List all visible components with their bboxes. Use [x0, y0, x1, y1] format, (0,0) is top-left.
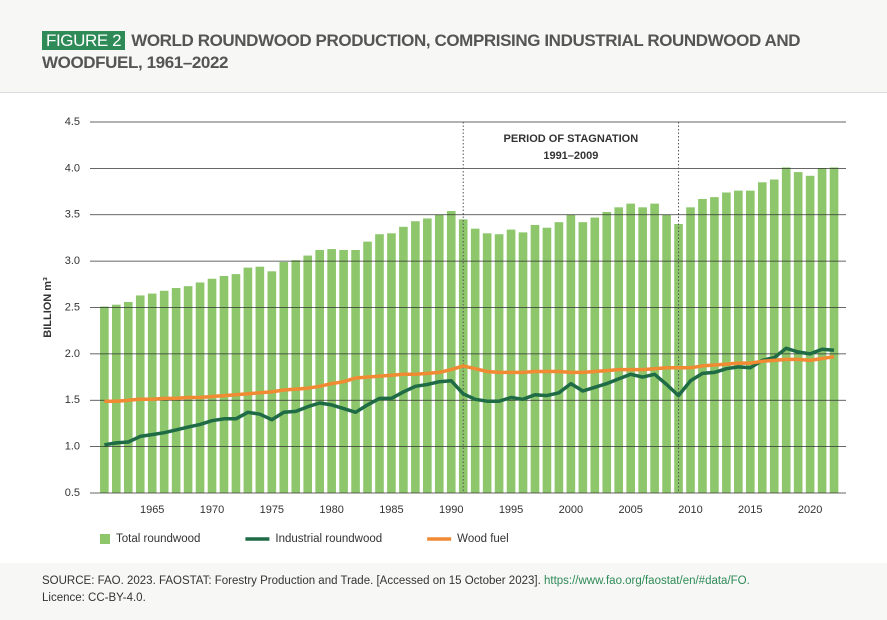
bar	[195, 282, 205, 493]
bar	[112, 304, 121, 493]
bar	[375, 234, 384, 494]
y-tick-label: 3.0	[65, 255, 80, 267]
bar	[399, 226, 408, 493]
bar	[530, 224, 540, 493]
source-link[interactable]: https://www.fao.org/faostat/en/#data/FO.	[543, 575, 750, 587]
chart-title: WORLD ROUNDWOOD PRODUCTION, COMPRISING I…	[42, 31, 801, 72]
x-tick-label: 1980	[319, 504, 343, 516]
bar	[602, 211, 612, 493]
bar	[710, 197, 719, 493]
bar	[745, 190, 755, 493]
bar	[267, 271, 277, 493]
bar	[781, 167, 791, 493]
bar	[698, 198, 707, 494]
bar	[554, 222, 564, 494]
bar	[674, 224, 683, 493]
header: FIGURE 2 WORLD ROUNDWOOD PRODUCTION, COMP…	[42, 30, 862, 74]
bar	[171, 288, 181, 493]
legend-swatch	[100, 534, 110, 544]
bar	[793, 172, 803, 493]
x-tick-label: 2005	[618, 504, 642, 516]
bar	[243, 267, 253, 493]
bar	[100, 306, 109, 493]
bar	[626, 203, 635, 493]
licence: Licence: CC-BY-4.0.	[42, 592, 146, 604]
bar	[327, 249, 336, 493]
y-axis-label: BILLION m³	[42, 277, 54, 338]
bar	[805, 175, 815, 494]
figure-badge: FIGURE 2	[42, 31, 126, 50]
line	[104, 354, 835, 403]
x-tick-label: 2020	[798, 504, 822, 516]
bar	[351, 249, 360, 493]
bar	[123, 301, 133, 493]
bar	[363, 241, 372, 493]
bar	[757, 182, 767, 493]
bar	[135, 295, 145, 493]
x-tick-label: 1990	[439, 504, 463, 516]
y-tick-label: 2.0	[65, 348, 80, 360]
x-tick-label: 2010	[678, 504, 702, 516]
bar	[722, 192, 731, 494]
bar	[542, 227, 552, 494]
x-tick-label: 1970	[200, 504, 224, 516]
legend-label: Wood fuel	[457, 533, 509, 545]
bar	[506, 229, 516, 493]
y-tick-label: 0.5	[65, 487, 80, 499]
bar	[470, 228, 480, 493]
annotation-label: 1991–2009	[543, 150, 598, 162]
x-tick-label: 2000	[559, 504, 583, 516]
annotation-text: PERIOD OF STAGNATION	[504, 133, 639, 145]
y-tick-label: 3.5	[65, 209, 80, 221]
bar	[686, 207, 695, 493]
y-tick-label: 1.5	[65, 394, 80, 406]
y-tick-label: 2.5	[65, 301, 80, 313]
legend-label: Total roundwood	[116, 533, 200, 545]
bar	[279, 262, 289, 493]
bar	[482, 233, 492, 494]
line	[104, 346, 835, 447]
bar	[829, 167, 839, 493]
bar	[817, 168, 827, 493]
bar	[207, 278, 217, 493]
bar	[638, 207, 647, 493]
y-tick-label: 1.0	[65, 441, 80, 453]
source-text: SOURCE: FAO. 2023. FAOSTAT: Forestry Pro…	[42, 575, 541, 587]
y-tick-label: 4.0	[65, 162, 80, 174]
bar	[446, 211, 456, 494]
bar	[159, 290, 169, 493]
bar	[183, 286, 193, 493]
bar	[315, 249, 324, 493]
bar	[231, 274, 241, 493]
legend-label: Industrial roundwood	[275, 533, 382, 545]
bar	[734, 190, 743, 493]
bar	[650, 203, 659, 493]
source: SOURCE: FAO. 2023. FAOSTAT: Forestry Pro…	[42, 573, 750, 607]
bar	[303, 255, 313, 493]
bar	[411, 221, 420, 493]
x-tick-label: 1965	[140, 504, 164, 516]
bar	[518, 232, 528, 493]
bar	[614, 207, 624, 493]
bar	[339, 249, 348, 493]
bar	[255, 266, 265, 493]
x-tick-label: 1985	[379, 504, 403, 516]
bar	[291, 260, 301, 493]
y-tick-label: 4.5	[65, 116, 80, 128]
bar	[219, 275, 229, 493]
bar	[458, 219, 468, 493]
bar	[147, 293, 157, 493]
bar	[387, 233, 396, 494]
bar	[578, 222, 588, 494]
x-tick-label: 1975	[260, 504, 284, 516]
x-tick-label: 1995	[499, 504, 523, 516]
bar	[769, 179, 779, 493]
bar	[494, 234, 504, 494]
x-tick-label: 2015	[738, 504, 762, 516]
bar	[590, 217, 600, 493]
bar	[423, 218, 432, 493]
